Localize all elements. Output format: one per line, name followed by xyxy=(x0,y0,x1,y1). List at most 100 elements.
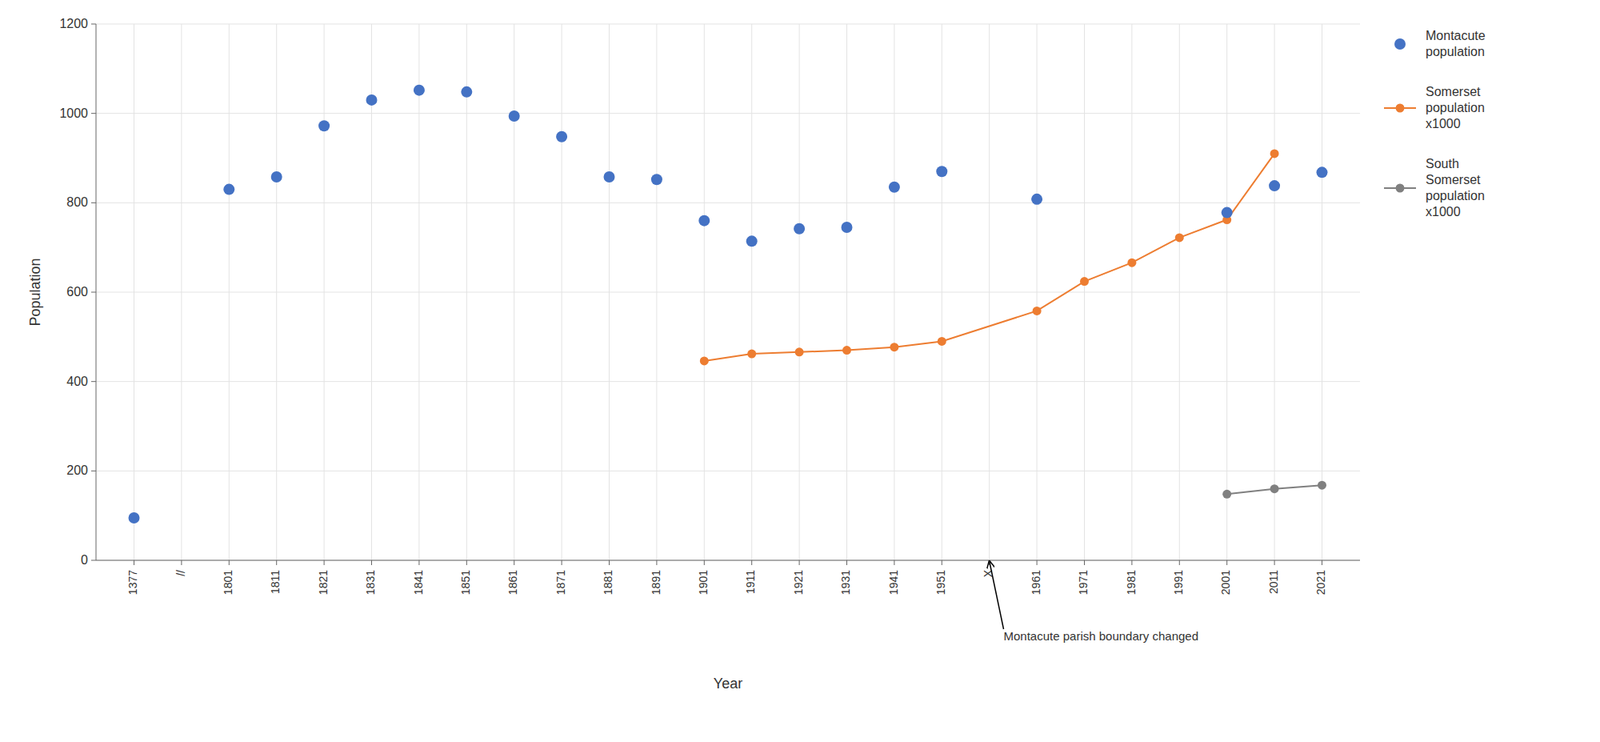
y-tick-label: 200 xyxy=(66,463,88,477)
x-tick xyxy=(418,560,420,565)
x-tick-label: 1851 xyxy=(459,569,472,595)
y-tick-label: 0 xyxy=(80,552,88,567)
x-tick xyxy=(941,560,943,565)
line-point xyxy=(1317,480,1327,490)
grid-line-y xyxy=(96,380,1360,382)
x-tick-label: 2011 xyxy=(1267,569,1280,594)
grid-line-y xyxy=(96,202,1360,204)
legend-label: SouthSomersetpopulationx1000 xyxy=(1425,156,1485,219)
grid-line-y xyxy=(96,470,1360,472)
grid-line-x xyxy=(513,24,515,560)
legend-marker xyxy=(1394,38,1406,50)
scatter-point xyxy=(413,84,425,96)
line-point xyxy=(1222,489,1232,499)
scatter-point xyxy=(508,110,520,122)
y-tick-label: 1000 xyxy=(59,106,88,120)
y-tick xyxy=(91,112,96,114)
line-point xyxy=(1032,306,1042,316)
x-tick xyxy=(1131,560,1132,565)
grid-line-x xyxy=(1226,24,1228,560)
grid-line-y xyxy=(96,24,1360,25)
x-tick xyxy=(656,560,657,565)
x-tick-label: 1961 xyxy=(1029,569,1043,595)
scatter-point xyxy=(1316,166,1328,178)
y-tick-label: 600 xyxy=(66,284,88,299)
scatter-point xyxy=(1268,180,1280,192)
series xyxy=(1222,480,1327,499)
x-tick xyxy=(1321,560,1323,565)
x-tick xyxy=(1084,560,1085,565)
grid-line-x xyxy=(893,24,895,560)
x-tick-label: 2021 xyxy=(1314,569,1328,595)
x-tick-label: // xyxy=(174,569,188,576)
x-tick-label: 1891 xyxy=(649,569,663,595)
line-point xyxy=(1127,258,1136,268)
x-tick-label: 1821 xyxy=(316,569,330,595)
grid-line-x xyxy=(988,24,990,560)
line-point xyxy=(889,342,899,352)
chart: 0200400600800100012001377//1801181118211… xyxy=(0,0,1600,742)
grid-line-x xyxy=(1179,24,1180,560)
plot-data xyxy=(128,84,1328,524)
grid-line-x xyxy=(228,24,230,560)
grid-line-x xyxy=(1274,24,1276,560)
grid-line-y xyxy=(96,112,1360,114)
grid xyxy=(96,24,1360,560)
x-tick-label: 1861 xyxy=(506,569,520,595)
x-tick xyxy=(1226,560,1228,565)
scatter-point xyxy=(888,181,900,193)
scatter-point xyxy=(1221,207,1233,219)
x-tick-label: 1831 xyxy=(364,569,377,595)
text-line: population xyxy=(1425,188,1485,203)
grid-line-x xyxy=(1321,24,1323,560)
text-line: Somerset xyxy=(1425,84,1481,99)
scatter-point xyxy=(698,215,710,227)
series xyxy=(700,148,1280,365)
line-point xyxy=(795,347,804,356)
scatter-point xyxy=(746,235,758,247)
x-tick-label: 1841 xyxy=(412,569,425,595)
scatter-point xyxy=(223,184,235,196)
scatter-point xyxy=(128,512,140,524)
x-tick-label: 1971 xyxy=(1076,569,1090,595)
grid-line-x xyxy=(608,24,610,560)
y-tick xyxy=(91,560,96,561)
legend-marker xyxy=(1396,104,1405,113)
annotation-arrow xyxy=(989,560,1004,629)
x-tick-label: 1881 xyxy=(601,569,615,595)
x-tick xyxy=(751,560,752,565)
y-tick xyxy=(91,24,96,25)
text-line: x1000 xyxy=(1425,116,1461,131)
y-tick xyxy=(91,470,96,472)
grid-line-x xyxy=(751,24,752,560)
grid-line-x xyxy=(1084,24,1085,560)
x-tick xyxy=(324,560,325,565)
x-tick-label: 1801 xyxy=(221,569,235,595)
scatter-point xyxy=(366,94,378,106)
x-tick xyxy=(1036,560,1038,565)
y-tick xyxy=(91,202,96,204)
x-tick-label: 1921 xyxy=(792,569,805,595)
scatter-point xyxy=(460,86,472,98)
scatter-point xyxy=(556,131,568,143)
scatter-point xyxy=(840,221,852,233)
x-tick xyxy=(133,560,135,565)
text-line: population xyxy=(1425,44,1485,59)
x-tick xyxy=(371,560,372,565)
text-line: Somerset xyxy=(1425,172,1481,187)
x-tick-label: 1871 xyxy=(554,569,568,595)
x-tick-label: 1991 xyxy=(1172,569,1185,595)
grid-line-y xyxy=(96,292,1360,293)
grid-line-x xyxy=(561,24,563,560)
grid-line-x xyxy=(1036,24,1038,560)
series-line xyxy=(704,153,1275,361)
grid-line-x xyxy=(704,24,705,560)
legend-item: Somersetpopulationx1000 xyxy=(1384,84,1485,131)
grid-line-x xyxy=(133,24,135,560)
line-point xyxy=(842,345,852,355)
x-tick-label: 2001 xyxy=(1219,569,1232,595)
scatter-point xyxy=(651,173,663,185)
x-tick xyxy=(704,560,705,565)
grid-line-x xyxy=(180,24,182,560)
x-tick-label: 1901 xyxy=(696,569,710,595)
